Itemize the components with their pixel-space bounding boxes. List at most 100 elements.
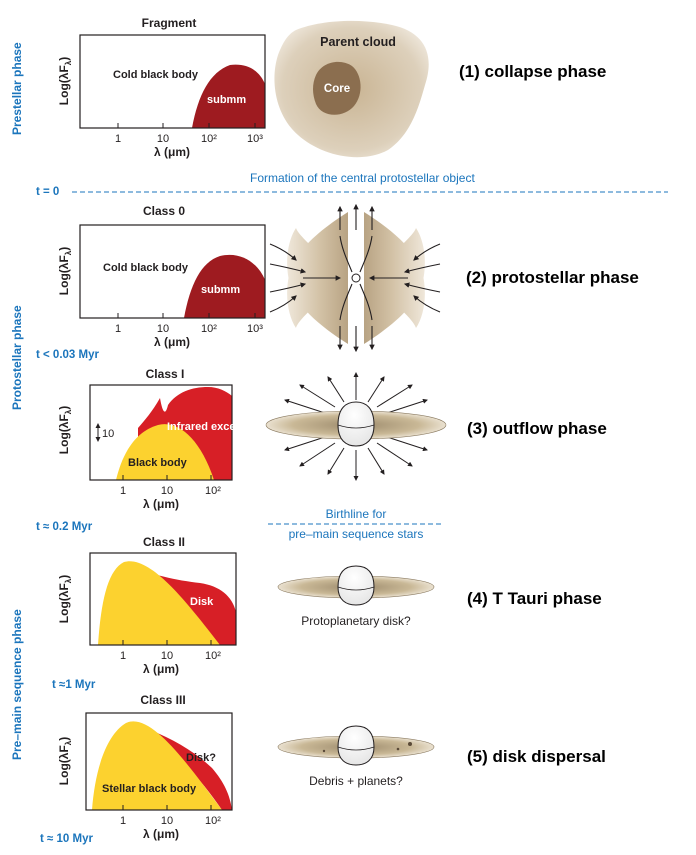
panel-title: Fragment: [142, 16, 197, 30]
panel-title: Class III: [140, 693, 185, 707]
envelope-left-upper: [287, 212, 348, 328]
plot-frame: [79, 224, 266, 319]
submm-curve: [184, 254, 265, 318]
black-body-label: Cold black body: [103, 262, 189, 274]
tick-label: 10³: [247, 133, 263, 145]
protostar: [337, 401, 375, 447]
infrared-excess-label: Infrared excess: [167, 421, 248, 433]
tick-label: 1: [120, 485, 126, 497]
panel-class-ii: Class II Disk Log(λFλ) 1 10 10² λ (μm): [57, 535, 237, 676]
planet-dot: [322, 749, 326, 753]
plot-frame: [85, 712, 233, 811]
x-axis-label: λ (μm): [154, 335, 190, 349]
tick-label: 10²: [205, 815, 221, 827]
tick-label: 10²: [201, 323, 217, 335]
side-label-prestellar: Prestellar phase: [10, 42, 24, 135]
submm-label: submm: [201, 284, 240, 296]
disk-label: Disk?: [186, 752, 216, 764]
y-axis-label: Log(λFλ): [57, 575, 73, 623]
black-body-curve: [116, 424, 214, 480]
time-label-t0: t = 0: [36, 186, 59, 198]
time-label-t10: t ≈ 10 Myr: [40, 833, 93, 845]
debris-illustration: Debris + planets?: [277, 725, 435, 788]
phase-label-collapse: (1) collapse phase: [459, 62, 606, 81]
tick-label: 10²: [205, 485, 221, 497]
star-equator: [337, 424, 375, 429]
x-ticks: 1 10 10²: [120, 805, 221, 827]
panel-title: Class I: [146, 367, 185, 381]
scale-label: 10: [102, 428, 114, 440]
x-axis-label: λ (μm): [143, 497, 179, 511]
time-label-t1: t ≈1 Myr: [52, 679, 96, 691]
x-axis-label: λ (μm): [154, 145, 190, 159]
x-ticks: 1 10 10²: [120, 640, 221, 662]
phase-label-disk-dispersal: (5) disk dispersal: [467, 747, 606, 766]
submm-curve: [192, 64, 265, 128]
tick-label: 10: [161, 815, 173, 827]
panel-class-i: Class I 10 Infrared excess Black body Lo…: [57, 367, 248, 511]
inflow-arrows: [269, 203, 441, 353]
x-axis-label: λ (μm): [143, 662, 179, 676]
plot-frame: [89, 552, 237, 646]
x-ticks: 1 10 10² 10³: [115, 123, 263, 145]
protostellar-illustration: [269, 203, 441, 353]
panel-class-0: Class 0 Cold black body submm Log(λFλ) 1…: [57, 204, 266, 349]
planet-dot: [408, 742, 412, 746]
time-label-t003: t < 0.03 Myr: [36, 349, 99, 361]
tick-label: 10: [157, 133, 169, 145]
star-equator: [337, 746, 375, 751]
young-star: [337, 725, 375, 766]
planet-dot: [396, 747, 400, 751]
time-label-t02: t ≈ 0.2 Myr: [36, 521, 93, 533]
tick-label: 10²: [205, 650, 221, 662]
y-axis-label: Log(λFλ): [57, 57, 73, 105]
tick-label: 1: [120, 815, 126, 827]
panel-class-iii: Class III Disk? Stellar black body Log(λ…: [57, 693, 233, 841]
y-axis-label: Log(λFλ): [57, 406, 73, 454]
tick-label: 10³: [247, 323, 263, 335]
debris-caption: Debris + planets?: [309, 774, 403, 788]
phase-label-protostellar: (2) protostellar phase: [466, 268, 639, 287]
panel-fragment: Fragment Cold black body submm Log(λFλ) …: [57, 16, 266, 159]
panel-title: Class 0: [143, 204, 185, 218]
tick-label: 10: [161, 485, 173, 497]
tick-label: 1: [115, 323, 121, 335]
envelope-right-upper: [364, 212, 425, 328]
x-ticks: 1 10 10²: [120, 475, 221, 497]
black-body-label: Stellar black body: [102, 783, 197, 795]
disk-label: Disk: [190, 596, 214, 608]
tick-label: 10: [161, 650, 173, 662]
t-tauri-illustration: Protoplanetary disk?: [277, 565, 435, 628]
phase-label-t-tauri: (4) T Tauri phase: [467, 589, 602, 608]
parent-cloud-label: Parent cloud: [320, 35, 396, 49]
phase-label-outflow: (3) outflow phase: [467, 419, 607, 438]
x-axis-label: λ (μm): [143, 827, 179, 841]
plot-frame: [79, 34, 266, 129]
black-body-label: Cold black body: [113, 69, 199, 81]
t-tauri-star: [337, 565, 375, 606]
tick-label: 10²: [201, 133, 217, 145]
black-body-curve: [98, 561, 220, 645]
side-label-protostellar: Protostellar phase: [10, 305, 24, 410]
protoplanetary-caption: Protoplanetary disk?: [301, 614, 411, 628]
formation-note: Formation of the central protostellar ob…: [250, 171, 475, 185]
y-axis-label: Log(λFλ): [57, 247, 73, 295]
plot-frame: [89, 384, 233, 481]
protostar-dot: [351, 273, 361, 283]
submm-label: submm: [207, 94, 246, 106]
side-label-premain: Pre–main sequence phase: [10, 609, 24, 760]
outflow-illustration: [265, 372, 447, 481]
panel-title: Class II: [143, 535, 185, 549]
star-equator: [337, 586, 375, 591]
tick-label: 10: [157, 323, 169, 335]
core-label: Core: [324, 83, 350, 95]
core-shape: [313, 61, 361, 115]
x-ticks: 1 10 10² 10³: [115, 313, 263, 335]
y-axis-label: Log(λFλ): [57, 737, 73, 785]
outflow-arrows: [284, 372, 428, 481]
black-body-label: Black body: [128, 457, 188, 469]
tick-label: 1: [115, 133, 121, 145]
tick-label: 1: [120, 650, 126, 662]
birthline-note-1: Birthline for: [326, 507, 387, 521]
birthline-note-2: pre–main sequence stars: [289, 527, 424, 541]
